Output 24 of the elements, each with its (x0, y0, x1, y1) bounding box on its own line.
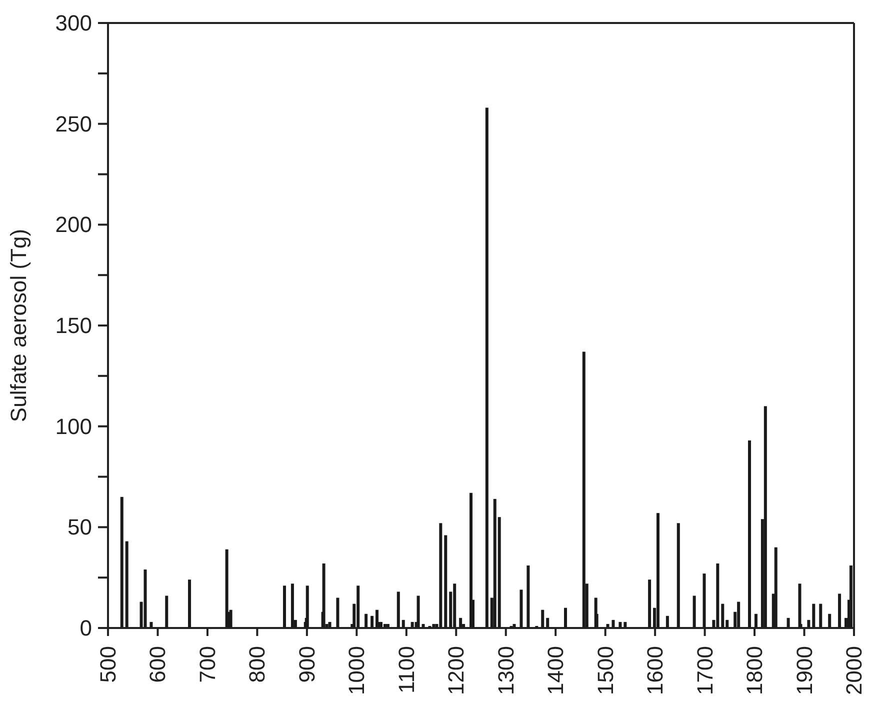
y-tick-label: 300 (55, 10, 92, 36)
x-tick-label: 1300 (493, 646, 518, 695)
y-axis-title: Sulfate aerosol (Tg) (6, 228, 31, 422)
y-tick-label: 250 (55, 111, 92, 136)
x-tick-label: 500 (96, 646, 120, 683)
x-tick-label: 600 (145, 646, 170, 683)
y-tick-label: 200 (55, 212, 92, 238)
y-tick-label: 100 (55, 414, 92, 439)
x-tick-label: 1400 (543, 646, 568, 695)
x-tick-label: 900 (294, 646, 320, 683)
y-tick-label: 50 (68, 514, 92, 540)
x-tick-label: 1500 (592, 646, 618, 695)
x-tick-label: 1700 (692, 646, 718, 695)
x-tick-label: 1200 (444, 646, 469, 695)
x-tick-label: 1900 (792, 646, 817, 695)
x-tick-label: 700 (194, 646, 220, 683)
y-tick-label: 150 (55, 313, 92, 338)
x-tick-label: 2000 (842, 646, 866, 695)
x-tick-label: 1600 (642, 646, 668, 695)
x-tick-label: 1800 (742, 646, 768, 695)
x-tick-label: 800 (244, 646, 270, 683)
x-tick-label: 1000 (344, 646, 370, 695)
y-tick-label: 0 (80, 616, 92, 640)
x-tick-label: 1100 (394, 646, 419, 694)
